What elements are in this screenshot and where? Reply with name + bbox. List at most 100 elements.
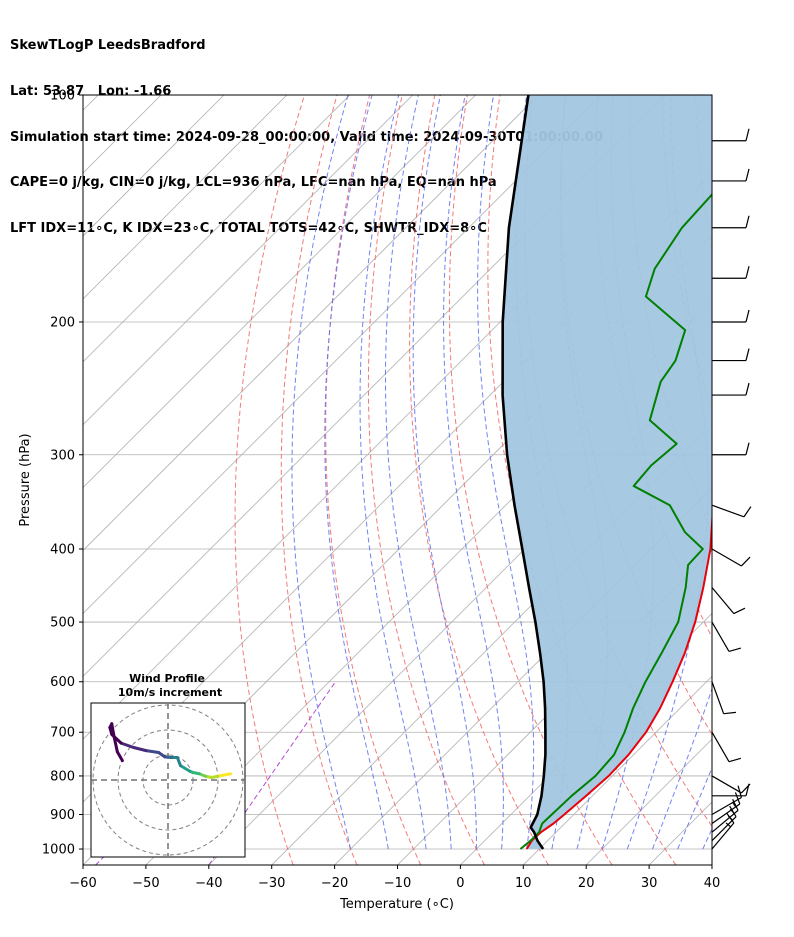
hodograph-segment <box>112 736 119 754</box>
barb-flag <box>741 783 751 794</box>
moist-adiabat <box>477 95 535 850</box>
wind-barb <box>712 382 750 396</box>
wind-barb <box>712 215 750 229</box>
isotherm-line <box>334 487 712 865</box>
barb-flag <box>732 798 739 811</box>
x-tick-label: −60 <box>69 876 96 891</box>
chart-header: SkewTLogP LeedsBradford Lat: 53.87 Lon: … <box>10 8 603 251</box>
wind-barb <box>711 775 751 794</box>
barb-flag <box>745 348 750 361</box>
x-tick-label: −20 <box>321 876 348 891</box>
x-tick-label: 30 <box>641 876 658 891</box>
barb-flag <box>745 382 750 396</box>
parcel-line <box>501 95 547 850</box>
barb-flag <box>728 757 742 763</box>
y-tick-label: 200 <box>50 315 75 330</box>
barb-flag <box>745 215 750 228</box>
barb-flag <box>734 792 741 805</box>
barb-shaft <box>711 822 735 850</box>
wind-barb <box>712 128 750 142</box>
y-tick-label: 600 <box>50 675 75 690</box>
wind-barb <box>712 783 750 797</box>
y-tick-label: 800 <box>50 769 75 784</box>
hodograph-segment <box>132 746 148 753</box>
hodograph-segment <box>179 764 192 773</box>
x-tick-label: −30 <box>258 876 285 891</box>
y-tick-label: 300 <box>50 448 75 463</box>
y-tick-label: 500 <box>50 616 75 631</box>
isotherm-line <box>83 95 602 614</box>
moist-adiabat <box>677 766 712 850</box>
y-tick-label: 700 <box>50 726 75 741</box>
wind-profile-inset: Wind Profile 10m/s increment <box>90 672 246 858</box>
barb-shaft <box>711 775 742 794</box>
index-line: LFT IDX=11∘C, K IDX=23∘C, TOTAL TOTS=42∘… <box>10 220 487 236</box>
dry-adiabat <box>367 95 485 865</box>
dry-adiabat <box>234 95 305 865</box>
barb-flag <box>745 128 750 141</box>
barb-shaft <box>711 731 730 762</box>
wind-barb <box>711 792 741 824</box>
isotherm-line <box>397 549 712 865</box>
wind-barb <box>711 504 752 518</box>
x-tick-label: −40 <box>195 876 222 891</box>
dry-adiabat <box>761 95 794 865</box>
x-tick-label: 0 <box>456 876 464 891</box>
wind-barb <box>711 548 751 567</box>
y-axis-title: Pressure (hPa) <box>18 433 33 526</box>
dewpoint-line <box>519 193 712 850</box>
isotherm-line <box>83 95 476 489</box>
hodograph-segment <box>119 741 136 749</box>
dry-adiabat <box>728 95 794 865</box>
temperature-line <box>525 508 712 850</box>
barb-shaft <box>711 809 739 833</box>
dry-adiabat <box>409 95 549 865</box>
isotherm-line <box>83 95 413 426</box>
barb-shaft <box>711 587 735 614</box>
x-axis-title: Temperature (∘C) <box>339 897 454 912</box>
y-tick-label: 1000 <box>42 843 75 858</box>
x-tick-label: 10 <box>515 876 532 891</box>
barb-flag <box>745 168 750 182</box>
barb-shaft <box>711 621 730 652</box>
barb-flag <box>745 442 750 455</box>
isotherm-line <box>775 95 794 865</box>
moist-adiabat <box>702 827 712 850</box>
x-tick-label: −50 <box>132 876 159 891</box>
isotherm-line <box>711 864 712 865</box>
barb-half-flag <box>727 815 733 821</box>
mixing-ratio-line <box>208 681 336 865</box>
barb-flag <box>733 607 746 615</box>
wind-barb <box>712 348 750 362</box>
hodograph-segment <box>110 722 116 739</box>
wind-barb <box>711 587 746 615</box>
isotherm-line <box>83 95 351 363</box>
wind-barb <box>711 621 742 653</box>
barb-shaft <box>711 797 742 816</box>
barb-flag <box>743 506 752 518</box>
dry-adiabat <box>448 95 613 865</box>
cape-cin-shading <box>502 95 712 849</box>
x-tick-label: −10 <box>384 876 411 891</box>
isotherm-line <box>83 95 225 237</box>
x-tick-label: 20 <box>578 876 595 891</box>
x-tick-label: 40 <box>704 876 721 891</box>
isotherm-line <box>523 675 712 865</box>
hodograph-ring <box>117 729 219 831</box>
inset-subtitle: 10m/s increment <box>118 686 222 699</box>
wind-barb <box>712 266 750 279</box>
wind-barb <box>712 442 750 456</box>
isotherm-line <box>83 95 288 300</box>
barb-flag <box>745 309 750 323</box>
barb-shaft <box>711 681 725 714</box>
barb-shaft <box>711 803 741 824</box>
barb-shaft <box>711 816 737 842</box>
dry-adiabat <box>280 95 358 865</box>
barb-flag <box>745 266 750 279</box>
barb-flag <box>741 556 751 567</box>
moist-adiabat <box>412 95 477 849</box>
moist-adiabat <box>385 95 452 850</box>
moist-adiabat <box>443 95 504 850</box>
barb-shaft <box>711 548 742 567</box>
